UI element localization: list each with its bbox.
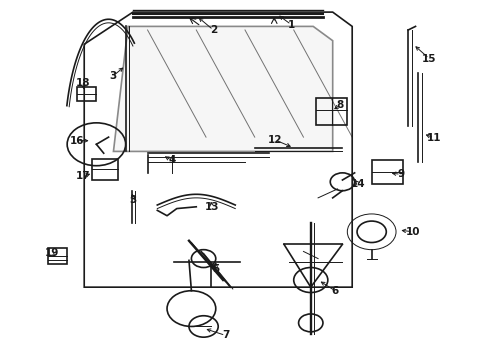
Text: 15: 15 — [422, 54, 437, 64]
Text: 6: 6 — [332, 286, 339, 296]
Text: 3: 3 — [109, 71, 116, 81]
Text: 10: 10 — [406, 227, 420, 237]
Text: 4: 4 — [168, 156, 175, 165]
Text: 18: 18 — [76, 78, 91, 88]
Text: 1: 1 — [288, 19, 295, 30]
Text: 17: 17 — [76, 171, 91, 181]
Text: 11: 11 — [427, 133, 441, 143]
Text: 8: 8 — [336, 100, 343, 110]
Text: 9: 9 — [397, 169, 404, 179]
Text: 14: 14 — [351, 179, 366, 189]
Polygon shape — [114, 26, 333, 152]
Text: 7: 7 — [222, 330, 229, 341]
Text: 13: 13 — [205, 202, 219, 212]
Text: 16: 16 — [70, 136, 84, 146]
Text: 5: 5 — [212, 264, 220, 274]
Text: 2: 2 — [210, 25, 217, 35]
Text: 12: 12 — [268, 135, 282, 145]
Text: 19: 19 — [45, 248, 59, 258]
Text: 3: 3 — [129, 195, 137, 204]
